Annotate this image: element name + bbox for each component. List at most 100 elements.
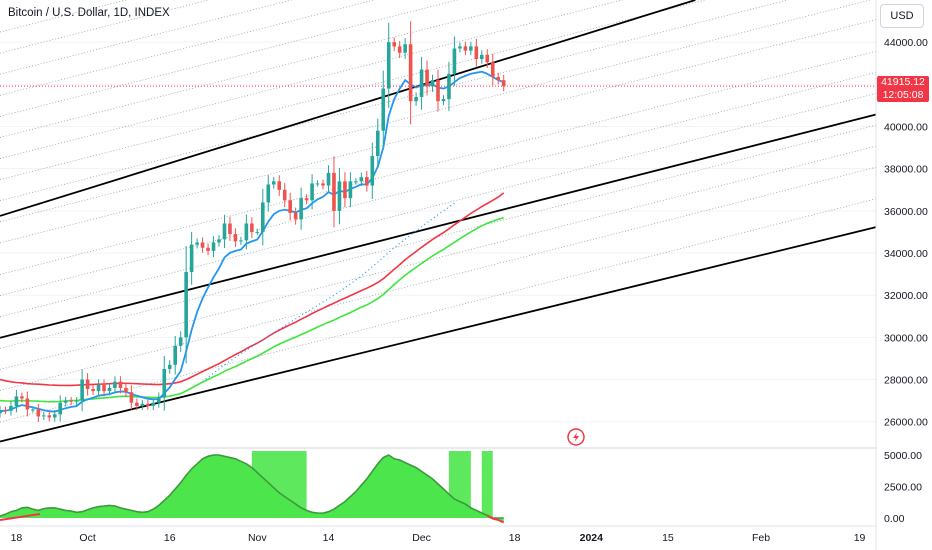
candle-body (9, 405, 13, 411)
candle-body (195, 242, 199, 245)
candle-body (250, 223, 254, 232)
candle-body (452, 48, 457, 74)
price-axis[interactable]: 26000.00 28000.00 30000.00 32000.00 34000.00… (875, 0, 928, 550)
candle-body (74, 400, 79, 402)
oscillator-axis[interactable]: 0.00 2500.00 5000.00 (884, 450, 922, 525)
candle-body (47, 415, 52, 418)
time-tick-label: Dec (412, 532, 431, 544)
candle-body (118, 381, 123, 388)
oscillator-highlight (481, 451, 493, 518)
candle-body (244, 223, 249, 241)
channel-lines (0, 0, 877, 443)
fan-line (0, 50, 877, 275)
candle-body (430, 80, 435, 87)
candle-body (370, 156, 375, 186)
oscillator-line (0, 454, 504, 519)
candle-body (490, 62, 495, 77)
candle-body (282, 189, 287, 201)
oscillator-negative (497, 518, 505, 524)
price-tick-label: 40000.00 (884, 122, 928, 134)
fan-line (0, 0, 541, 138)
candle-body (58, 402, 63, 415)
candle-body (458, 46, 462, 49)
candle-body (211, 242, 216, 251)
last-price-value: 41915.12 (881, 76, 925, 88)
currency-button[interactable]: USD (880, 4, 924, 28)
candle-body (293, 212, 298, 220)
fan-line (0, 0, 376, 96)
candle-body (474, 46, 479, 60)
fan-line (0, 0, 624, 159)
candle-body (91, 389, 95, 392)
candle-body (140, 403, 145, 406)
candle-body (14, 396, 19, 406)
candle-body (304, 198, 309, 201)
candle-body (299, 198, 303, 220)
candle-body (31, 409, 35, 411)
candle-body (425, 69, 429, 87)
candle-body (403, 44, 407, 53)
candle-body (129, 392, 134, 403)
candle-body (496, 76, 501, 81)
fan-line (0, 0, 211, 54)
ema-dotted-line (202, 202, 455, 383)
candle-body (173, 345, 177, 365)
candle-body (266, 184, 271, 203)
candle-body (485, 54, 490, 63)
candle-body (162, 368, 167, 398)
fan-line (0, 71, 877, 296)
candle-body (343, 181, 347, 199)
candle-body (463, 46, 468, 51)
candle-body (359, 177, 364, 182)
ema-red-line (0, 192, 505, 387)
candle-body (200, 242, 205, 248)
candle-body (271, 181, 276, 185)
candle-body (233, 234, 238, 242)
candle-body (501, 80, 506, 87)
time-tick-label: 16 (164, 532, 176, 544)
time-tick-label: 19 (854, 532, 866, 544)
candle-body (447, 73, 451, 100)
time-tick-label: Feb (752, 532, 770, 544)
price-tick-label: 44000.00 (884, 37, 928, 49)
oscillator-highlight (251, 451, 307, 518)
channel-line (0, 226, 877, 443)
candle-body (206, 247, 210, 251)
candle-body (189, 244, 194, 272)
candle-body (315, 183, 320, 185)
candle-body (365, 177, 369, 186)
time-tick-label: 2024 (580, 532, 604, 544)
candle-body (255, 231, 260, 233)
fan-line (0, 0, 707, 181)
candle-body (239, 240, 243, 242)
candle-body (0, 410, 2, 414)
lightning-icon[interactable] (567, 428, 585, 446)
price-tick-label: 30000.00 (884, 332, 928, 344)
ema-green-line (0, 216, 504, 403)
candle-body (386, 42, 391, 89)
price-tick-label: 32000.00 (884, 290, 928, 302)
candle-body (414, 96, 418, 102)
candle-body (85, 379, 90, 390)
candle-body (354, 181, 358, 183)
bar-countdown: 12:05:08 (882, 89, 924, 101)
candle-body (52, 414, 57, 418)
candle-body (124, 387, 128, 393)
candle-body (69, 400, 73, 402)
fan-line (0, 0, 790, 202)
fan-line (0, 0, 459, 117)
channel-line (0, 113, 877, 339)
candle-body (217, 239, 221, 243)
time-axis[interactable]: 18 Oct 16 Nov 14 Dec 18 2024 15 Feb 19 (0, 525, 876, 544)
candlestick-series (0, 21, 506, 423)
candle-body (441, 99, 446, 102)
candle-body (332, 172, 336, 211)
candle-body (408, 44, 413, 102)
oscillator-negative (486, 514, 494, 520)
candle-body (63, 400, 68, 403)
candle-body (480, 54, 484, 60)
candle-body (146, 403, 150, 406)
price-tick-label: 38000.00 (884, 164, 928, 176)
candle-body (184, 271, 188, 338)
